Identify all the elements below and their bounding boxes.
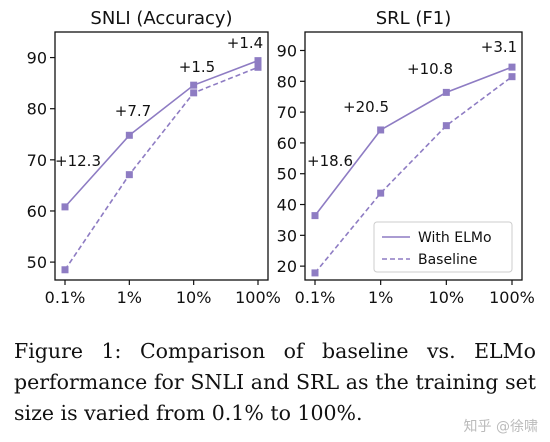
panel2-y-tick-label: 50 [277, 165, 297, 184]
panel1-x-tick-label: 100% [235, 288, 281, 307]
panel1-data-point-baseline [254, 63, 262, 71]
panel2-data-point-baseline [442, 122, 450, 130]
panel1-data-point-with-elmo [61, 203, 69, 211]
figure-panels: SNLI (Accuracy) 50 60 70 80 90 0.1% 1% 10% 100% +1… [27, 8, 535, 307]
watermark: 知乎 @徐啸 [463, 419, 538, 435]
panel2-data-point-baseline [377, 189, 385, 197]
panel1-annotation-label: +7.7 [115, 102, 151, 120]
panel2-data-point-baseline [508, 73, 516, 81]
panel2-y-tick-label: 30 [277, 226, 297, 245]
panel2-data-point-with-elmo [508, 63, 516, 71]
panel1-data-point-baseline [190, 89, 198, 97]
panel2-y-tick-label: 20 [277, 257, 297, 276]
panel1-annotation-label: +12.3 [55, 152, 101, 170]
panel1-x-tick-label: 1% [117, 288, 142, 307]
panel2-chart-title: SRL (F1) [376, 8, 452, 29]
panel2-data-point-baseline [311, 269, 319, 277]
panel1-data-point-with-elmo [190, 81, 198, 89]
panel1-data-point-with-elmo [125, 131, 133, 139]
panel2-y-tick-label: 70 [277, 103, 297, 122]
panel2-annotation-label: +20.5 [343, 98, 389, 116]
panel1-x-tick-label: 0.1% [45, 288, 86, 307]
figure-caption: Figure 1: Comparison of baseline vs. ELM… [14, 339, 536, 425]
panel2-legend-label: Baseline [418, 252, 477, 268]
panel1-y-tick-label: 90 [27, 49, 47, 68]
panel1-y-tick-label: 80 [27, 100, 47, 119]
panel2-axes-frame [304, 31, 523, 281]
panel1-data-point-baseline [125, 171, 133, 179]
panel2-series-line-with-elmo [314, 66, 513, 217]
panel2-x-tick-label: 100% [489, 288, 535, 307]
panel1-y-tick-label: 60 [27, 202, 47, 221]
panel2-y-tick-label: 60 [277, 134, 297, 153]
panel1-axes-frame [54, 31, 269, 281]
panel1-y-tick-label: 50 [27, 253, 47, 272]
panel2-y-tick-label: 40 [277, 196, 297, 215]
panel2-annotation-label: +10.8 [407, 60, 453, 78]
panel1-x-tick-label: 10% [176, 288, 212, 307]
panel1-data-point-with-elmo [254, 57, 262, 65]
panel1-series-line-with-elmo [64, 59, 259, 208]
panel1-data-point-baseline [61, 266, 69, 274]
panel1-annotation-label: +1.4 [227, 34, 263, 52]
panel2-annotation-label: +3.1 [481, 38, 517, 56]
panel2-x-tick-label: 1% [368, 288, 393, 307]
panel2-data-point-with-elmo [442, 88, 450, 96]
panel2-data-point-with-elmo [377, 126, 385, 134]
panel2-series-line-baseline [314, 76, 513, 274]
panel2-x-tick-label: 10% [429, 288, 465, 307]
panel2-y-tick-label: 90 [277, 41, 297, 60]
panel1-series-line-baseline [64, 66, 259, 271]
panel2-x-tick-label: 0.1% [295, 288, 336, 307]
panel1-annotation-label: +1.5 [179, 58, 215, 76]
panel2-annotation-label: +18.6 [307, 152, 353, 170]
panel1-chart-title: SNLI (Accuracy) [90, 8, 232, 29]
panel2-data-point-with-elmo [311, 212, 319, 220]
panel1-y-tick-label: 70 [27, 151, 47, 170]
panel2-y-tick-label: 80 [277, 72, 297, 91]
panel2-legend-label: With ELMo [418, 230, 492, 246]
